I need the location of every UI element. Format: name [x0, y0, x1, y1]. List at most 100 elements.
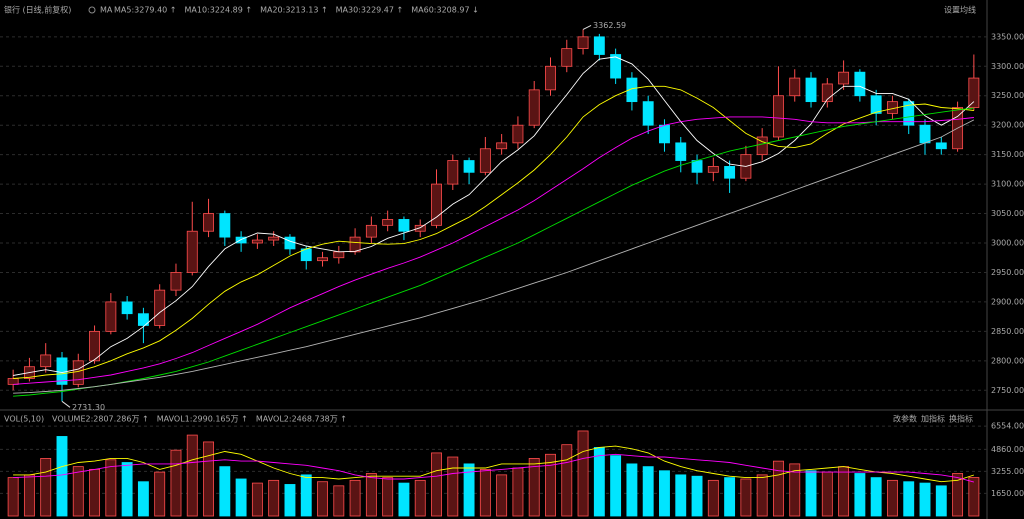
volume-bar [561, 444, 573, 517]
candle-body [284, 236, 296, 250]
legend-entry: MAVOL2:2468.738万 ↑ [256, 415, 347, 424]
candle-body [333, 251, 345, 259]
candle-body [203, 213, 214, 232]
volume-bar [219, 466, 231, 517]
pane-button[interactable]: 改参数 [893, 414, 917, 424]
candle-body [659, 124, 670, 144]
volume-bar [23, 474, 35, 517]
candle-body [121, 301, 133, 315]
volume-bar [398, 482, 410, 517]
candle-body [773, 95, 784, 138]
y-tick-label: 3200.00 [991, 121, 1024, 130]
pane-button[interactable]: 换指标 [949, 414, 973, 424]
y-tick-label: 2750.00 [991, 386, 1024, 395]
volume-bar [496, 474, 508, 517]
y-tick-label: 3300.00 [991, 62, 1024, 71]
volume-bar [89, 468, 101, 517]
candle-body [724, 166, 736, 179]
legend-entry: VOLUME2:2807.286万 ↑ [52, 415, 149, 424]
volume-bar [886, 479, 898, 517]
settings-icon[interactable] [88, 6, 96, 14]
candle-body [935, 142, 947, 150]
volume-bar [935, 485, 947, 517]
volume-bar [268, 479, 280, 517]
legend-entry: MA5:3279.40 ↑ [114, 6, 177, 15]
candle-body [610, 54, 622, 79]
volume-bar [512, 467, 524, 517]
volume-bar [235, 478, 247, 517]
y-tick-label: 3250.00 [991, 91, 1024, 100]
candle-body [186, 230, 198, 273]
candle-body [349, 236, 361, 253]
volume-bar [479, 468, 491, 517]
candle-body [235, 236, 247, 244]
volume-bar [740, 478, 752, 517]
volume-bar [414, 479, 426, 517]
y-tick-label: 3000.00 [991, 239, 1024, 248]
indicator-name[interactable]: MA [100, 6, 113, 15]
candle-body [528, 89, 540, 126]
legend-entry: MA10:3224.89 ↑ [185, 6, 253, 15]
legend-entry: MA20:3213.13 ↑ [260, 6, 328, 15]
volume-bar [821, 471, 833, 517]
y-tick-label: 6554.00 [991, 422, 1024, 431]
ma-line [13, 85, 974, 379]
y-tick-label: 3255.00 [991, 467, 1024, 476]
volume-bar [56, 436, 68, 517]
volume-bar [284, 484, 296, 517]
legend-entry: MA60:3208.97 ↓ [411, 6, 479, 15]
candle-body [447, 160, 459, 185]
volume-bar [707, 479, 719, 517]
annotation: 2731.30 [72, 403, 105, 412]
volume-bar [349, 479, 361, 517]
candle-body [365, 224, 377, 238]
candle-body [431, 183, 442, 226]
volume-bar [365, 473, 377, 517]
candle-body [821, 83, 833, 103]
chart-title: 银行 (日线,前复权) [4, 5, 71, 15]
candle-body [789, 77, 801, 97]
volume-bar [431, 452, 442, 517]
candle-body [40, 354, 52, 368]
volume-bar [724, 477, 736, 517]
candle-body [7, 378, 19, 385]
volume-bar [72, 466, 84, 517]
y-tick-label: 3350.00 [991, 32, 1024, 41]
candle-body [268, 236, 280, 241]
candle-body [154, 289, 166, 326]
menu-button[interactable]: 设置均线 [944, 5, 976, 15]
y-tick-label: 3100.00 [991, 180, 1024, 189]
candle-body [561, 48, 573, 67]
candle-body [414, 224, 426, 232]
ma-line [13, 116, 974, 385]
volume-bar [952, 473, 964, 517]
candle-body [72, 360, 84, 385]
y-tick-label: 3150.00 [991, 150, 1024, 159]
volume-bar [854, 473, 866, 517]
volume-bar [382, 477, 394, 517]
legend-entry: MAVOL1:2990.165万 ↑ [157, 415, 248, 424]
volume-bar [919, 482, 931, 517]
y-tick-label: 2950.00 [991, 268, 1024, 277]
candle-body [105, 301, 117, 332]
volume-bar [626, 463, 638, 517]
candle-body [463, 160, 475, 173]
volume-bar [545, 453, 556, 517]
candle-body [382, 219, 394, 226]
candle-body [642, 101, 654, 126]
volume-bar [756, 474, 768, 517]
y-tick-label: 1650.00 [991, 489, 1024, 498]
ma-line [13, 107, 974, 397]
volume-bar [333, 485, 345, 517]
volume-bar [170, 449, 182, 517]
pane-button[interactable]: 加指标 [921, 414, 945, 424]
annotation: 3362.59 [593, 21, 626, 30]
volume-bar [642, 466, 654, 517]
candle-body [968, 77, 980, 108]
volume-bar [773, 460, 784, 517]
ma-line [13, 453, 975, 483]
ma-line [13, 119, 975, 394]
y-tick-label: 3050.00 [991, 209, 1024, 218]
